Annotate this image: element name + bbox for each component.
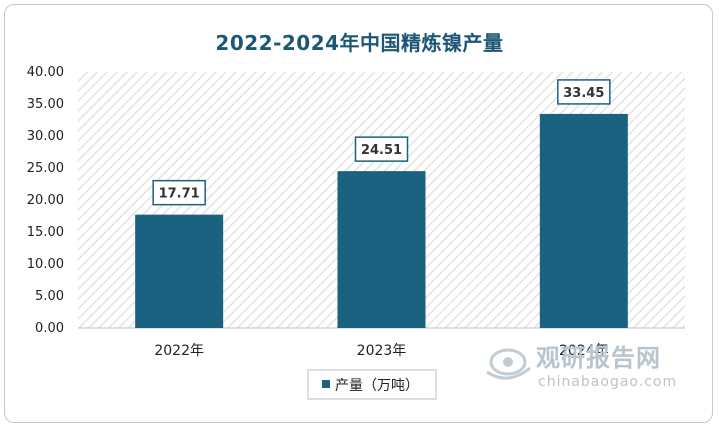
y-tick-label: 25.00 [27,161,64,176]
bar [337,171,426,328]
data-label-box [354,136,409,162]
y-tick-label: 0.00 [35,321,64,336]
y-axis: 0.00 5.00 10.00 15.00 20.00 25.00 30.00 35.00 40… [27,65,64,336]
watermark-name: 观研报告网 [536,344,661,372]
eye-logo-icon [486,348,531,380]
data-label: 33.45 [563,86,604,101]
data-label: 17.71 [159,187,200,202]
y-tick-label: 5.00 [35,289,64,304]
y-tick-label: 10.00 [27,257,64,272]
y-tick-label: 15.00 [27,225,64,240]
y-tick-label: 35.00 [27,97,64,112]
watermark: 观研报告网 chinabaogao.com [486,344,677,390]
data-label-box [152,179,206,206]
bar [135,214,224,328]
bars-group [135,113,628,328]
data-label: 24.51 [361,143,402,158]
legend-label: 产量（万吨） [335,378,419,394]
data-label-box [557,79,611,105]
y-tick-label: 30.00 [27,129,64,144]
x-tick-label: 2023年 [357,343,407,359]
legend: 产量（万吨） [307,369,437,400]
watermark-site: chinabaogao.com [538,374,677,390]
x-tick-label: 2022年 [154,343,204,359]
x-tick-label: 2024年 [559,343,609,359]
bar [539,113,628,328]
y-tick-label: 20.00 [27,193,64,208]
chart-title: 2022-2024年中国精炼镍产量 [215,31,504,55]
y-tick-label: 40.00 [27,65,64,80]
legend-swatch [322,380,330,388]
data-labels-group: 17.71 24.51 33.45 [152,79,611,206]
x-axis: 2022年 2023年 2024年 [154,343,608,359]
